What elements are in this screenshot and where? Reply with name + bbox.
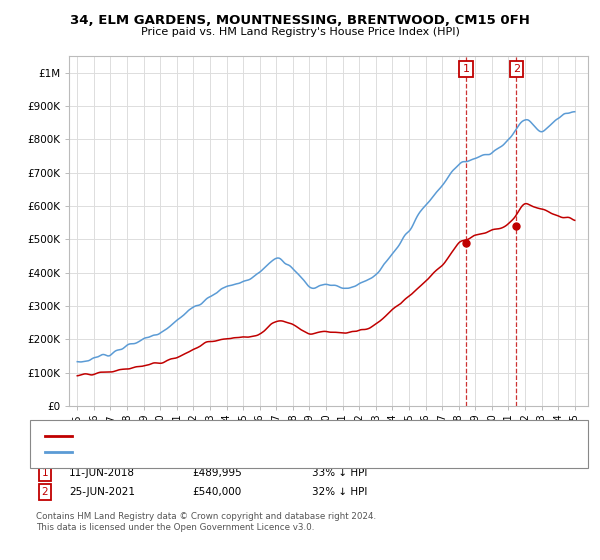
Text: Price paid vs. HM Land Registry's House Price Index (HPI): Price paid vs. HM Land Registry's House … bbox=[140, 27, 460, 37]
Text: HPI: Average price, detached house, Brentwood: HPI: Average price, detached house, Bren… bbox=[77, 447, 315, 457]
Text: 11-JUN-2018: 11-JUN-2018 bbox=[69, 468, 135, 478]
Text: 34, ELM GARDENS, MOUNTNESSING, BRENTWOOD, CM15 0FH (detached house): 34, ELM GARDENS, MOUNTNESSING, BRENTWOOD… bbox=[77, 431, 477, 441]
Text: £540,000: £540,000 bbox=[192, 487, 241, 497]
Text: 2: 2 bbox=[513, 64, 520, 74]
Text: 33% ↓ HPI: 33% ↓ HPI bbox=[312, 468, 367, 478]
Text: Contains HM Land Registry data © Crown copyright and database right 2024.
This d: Contains HM Land Registry data © Crown c… bbox=[36, 512, 376, 532]
Text: 2: 2 bbox=[41, 487, 49, 497]
Text: 25-JUN-2021: 25-JUN-2021 bbox=[69, 487, 135, 497]
Text: £489,995: £489,995 bbox=[192, 468, 242, 478]
Text: 32% ↓ HPI: 32% ↓ HPI bbox=[312, 487, 367, 497]
Text: 1: 1 bbox=[463, 64, 469, 74]
Text: 1: 1 bbox=[41, 468, 49, 478]
Text: 34, ELM GARDENS, MOUNTNESSING, BRENTWOOD, CM15 0FH: 34, ELM GARDENS, MOUNTNESSING, BRENTWOOD… bbox=[70, 14, 530, 27]
